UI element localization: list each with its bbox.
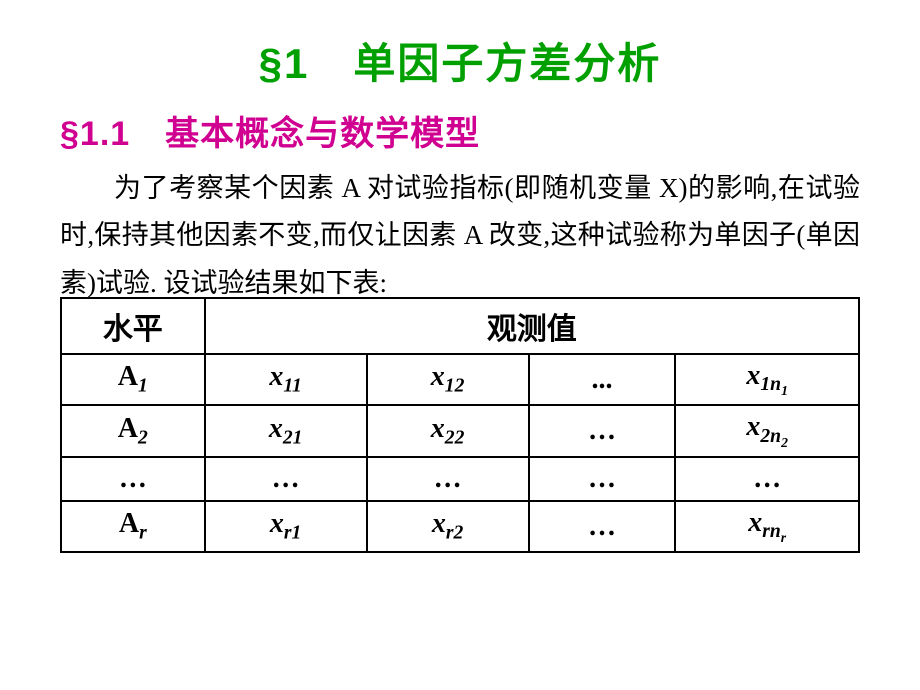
obs-cell: xr2 [367, 501, 529, 553]
experiment-table: 水平 观测值 A1 x11 x12 ... x1n1 [60, 297, 860, 554]
obs-cell: xr1 [205, 501, 367, 553]
table-header-row: 水平 观测值 [61, 298, 859, 354]
obs-cell: x22 [367, 405, 529, 457]
header-level: 水平 [61, 298, 205, 354]
obs-cell: … [205, 457, 367, 501]
obs-cell: x21 [205, 405, 367, 457]
obs-cell: … [675, 457, 859, 501]
table-row: A1 x11 x12 ... x1n1 [61, 354, 859, 406]
obs-cell: … [529, 405, 676, 457]
table-row: A2 x21 x22 … x2n2 [61, 405, 859, 457]
level-cell: … [61, 457, 205, 501]
table-row: Ar xr1 xr2 … xrnr [61, 501, 859, 553]
obs-cell: … [529, 457, 676, 501]
obs-cell: … [367, 457, 529, 501]
obs-cell: x12 [367, 354, 529, 406]
sub-title: §1.1 基本概念与数学模型 [60, 106, 860, 155]
level-cell: Ar [61, 501, 205, 553]
obs-cell: … [529, 501, 676, 553]
level-cell: A2 [61, 405, 205, 457]
slide-content: §1 单因子方差分析 §1.1 基本概念与数学模型 为了考察某个因素 A 对试验… [0, 0, 920, 553]
obs-cell: xrnr [675, 501, 859, 553]
table-body: A1 x11 x12 ... x1n1 A2 [61, 354, 859, 553]
obs-cell: x2n2 [675, 405, 859, 457]
main-title: §1 单因子方差分析 [60, 30, 860, 91]
table-row: … … … … … [61, 457, 859, 501]
obs-cell: ... [529, 354, 676, 406]
level-cell: A1 [61, 354, 205, 406]
obs-cell: x11 [205, 354, 367, 406]
intro-paragraph: 为了考察某个因素 A 对试验指标(即随机变量 X)的影响,在试验时,保持其他因素… [60, 165, 860, 307]
obs-cell: x1n1 [675, 354, 859, 406]
header-observations: 观测值 [205, 298, 859, 354]
